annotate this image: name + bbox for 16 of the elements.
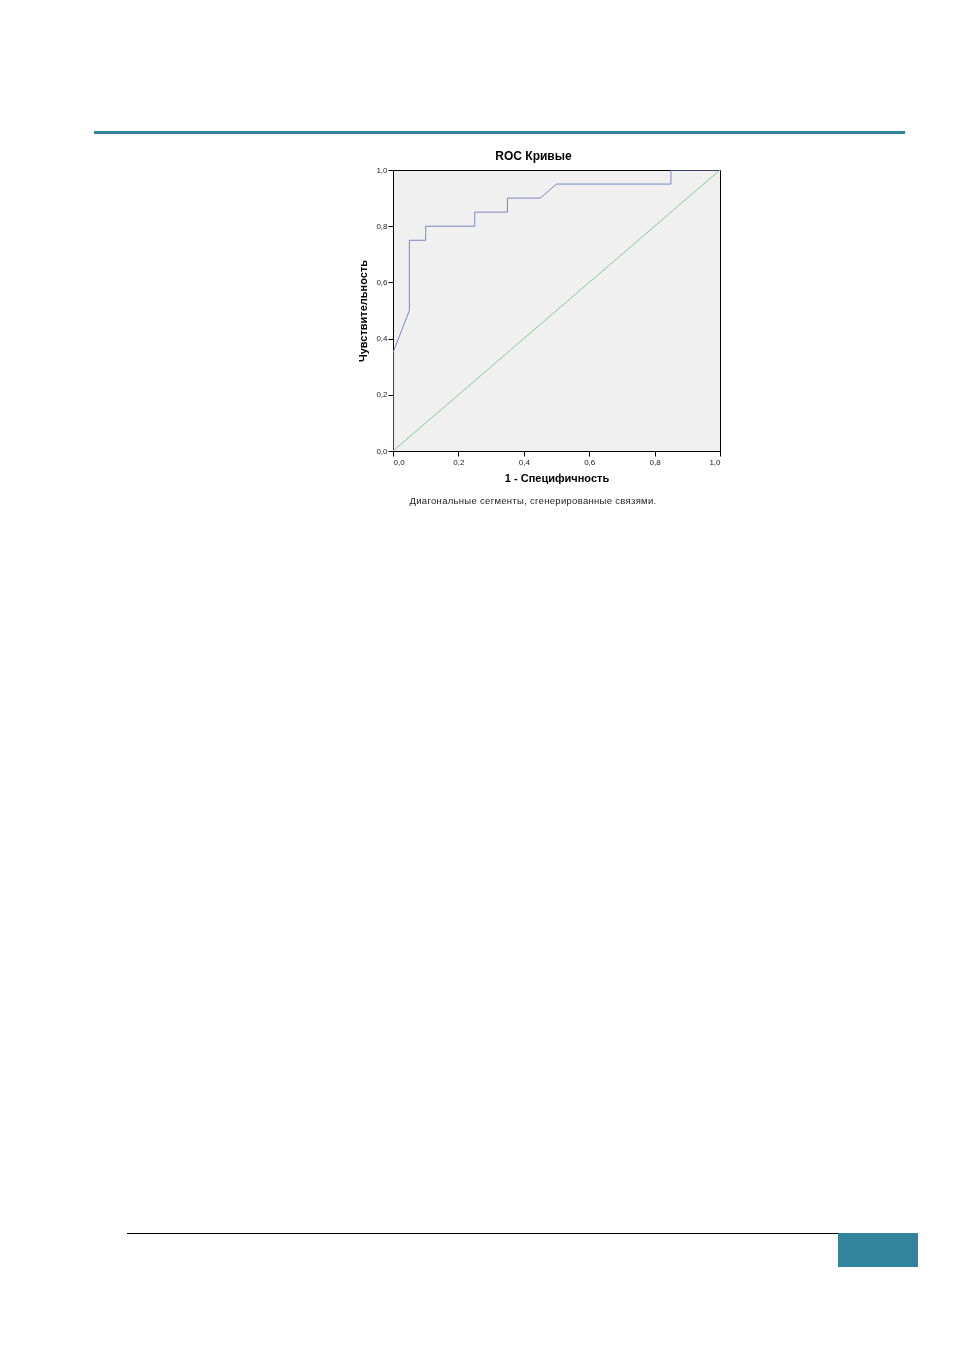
x-tick-label: 0,0 — [393, 457, 406, 467]
x-tick-label: 1,0 — [709, 457, 722, 467]
y-tick-label: 0,2 — [376, 390, 389, 400]
chart-title: ROC Кривые — [495, 149, 572, 163]
y-tick-label: 0,4 — [376, 334, 389, 344]
y-tick-label: 0,6 — [376, 277, 389, 287]
text: Диагональные сегменты, сгенерированные связями. — [408, 495, 658, 506]
y-tick-label: 1,0 — [376, 165, 389, 175]
x-tick-label: 0,6 — [584, 457, 596, 467]
x-axis-title: 1 - Специфичность — [504, 471, 610, 484]
y-tick-label: 0,8 — [376, 221, 389, 231]
x-tick-label: 0,2 — [453, 457, 466, 467]
y-axis-title: Чувствительность — [357, 259, 370, 363]
x-tick-label: 0,4 — [518, 457, 531, 467]
x-tick-label: 0,8 — [649, 457, 662, 467]
y-tick-label: 0,0 — [376, 446, 389, 456]
